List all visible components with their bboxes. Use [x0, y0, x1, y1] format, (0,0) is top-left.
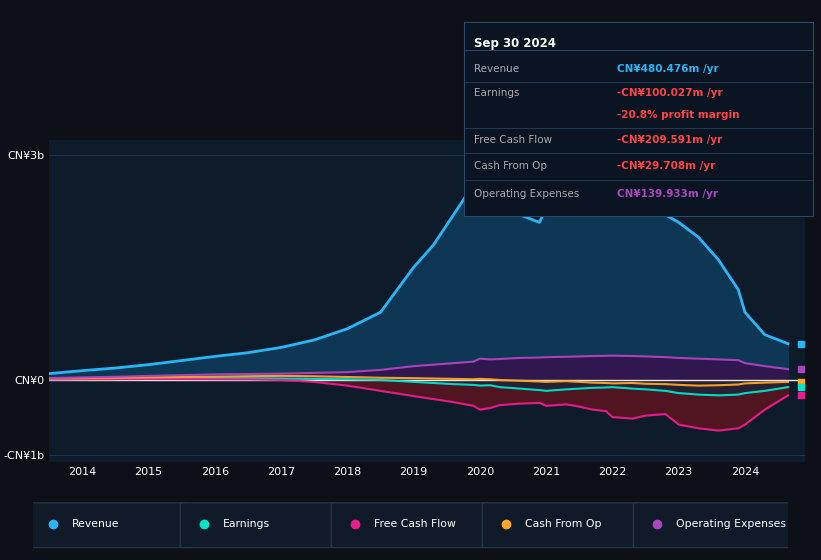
Text: Operating Expenses: Operating Expenses — [677, 519, 787, 529]
FancyBboxPatch shape — [331, 503, 490, 548]
Text: -CN¥100.027m /yr: -CN¥100.027m /yr — [617, 88, 723, 98]
FancyBboxPatch shape — [180, 503, 339, 548]
Text: Operating Expenses: Operating Expenses — [475, 189, 580, 199]
Text: Earnings: Earnings — [475, 88, 520, 98]
Text: Cash From Op: Cash From Op — [525, 519, 602, 529]
Text: Sep 30 2024: Sep 30 2024 — [475, 37, 557, 50]
Text: Cash From Op: Cash From Op — [475, 161, 548, 171]
Text: -CN¥209.591m /yr: -CN¥209.591m /yr — [617, 136, 722, 145]
Text: -CN¥29.708m /yr: -CN¥29.708m /yr — [617, 161, 716, 171]
Text: Revenue: Revenue — [475, 64, 520, 74]
Text: -20.8% profit margin: -20.8% profit margin — [617, 110, 740, 120]
Text: Revenue: Revenue — [72, 519, 120, 529]
FancyBboxPatch shape — [29, 503, 188, 548]
FancyBboxPatch shape — [482, 503, 641, 548]
Text: Earnings: Earnings — [223, 519, 270, 529]
Text: CN¥480.476m /yr: CN¥480.476m /yr — [617, 64, 719, 74]
FancyBboxPatch shape — [633, 503, 792, 548]
Text: Free Cash Flow: Free Cash Flow — [475, 136, 553, 145]
Text: CN¥139.933m /yr: CN¥139.933m /yr — [617, 189, 718, 199]
Text: Free Cash Flow: Free Cash Flow — [374, 519, 456, 529]
